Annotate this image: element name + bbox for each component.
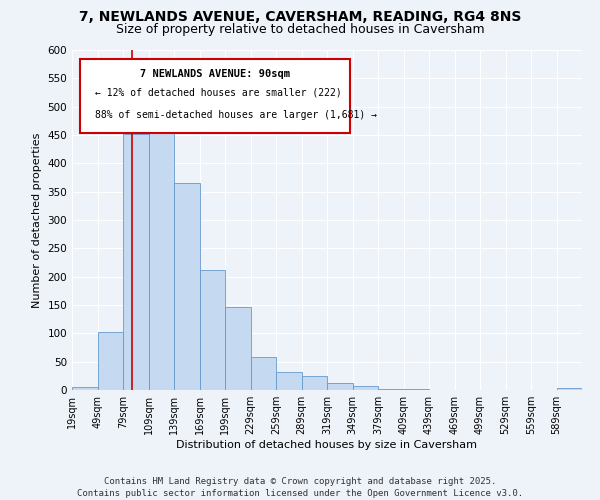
Y-axis label: Number of detached properties: Number of detached properties (32, 132, 42, 308)
Text: 88% of semi-detached houses are larger (1,681) →: 88% of semi-detached houses are larger (… (95, 110, 377, 120)
Bar (276, 372, 302, 390)
Bar (174, 183, 199, 390)
X-axis label: Distribution of detached houses by size in Caversham: Distribution of detached houses by size … (176, 440, 478, 450)
Bar (97, 332, 123, 390)
Bar (225, 308, 251, 390)
FancyBboxPatch shape (80, 58, 350, 134)
Bar (149, 108, 174, 390)
Text: ← 12% of detached houses are smaller (222): ← 12% of detached houses are smaller (22… (95, 88, 342, 98)
Bar (378, 389, 404, 390)
Bar (251, 357, 276, 390)
Text: 7 NEWLANDS AVENUE: 90sqm: 7 NEWLANDS AVENUE: 90sqm (140, 68, 290, 78)
Bar (327, 382, 353, 390)
Text: Size of property relative to detached houses in Caversham: Size of property relative to detached ho… (116, 22, 484, 36)
Bar (557, 388, 582, 390)
Bar (72, 386, 97, 390)
Bar (302, 376, 327, 390)
Bar (123, 134, 149, 390)
Bar (353, 386, 378, 390)
Text: 7, NEWLANDS AVENUE, CAVERSHAM, READING, RG4 8NS: 7, NEWLANDS AVENUE, CAVERSHAM, READING, … (79, 10, 521, 24)
Bar (199, 270, 225, 390)
Text: Contains HM Land Registry data © Crown copyright and database right 2025.
Contai: Contains HM Land Registry data © Crown c… (77, 476, 523, 498)
